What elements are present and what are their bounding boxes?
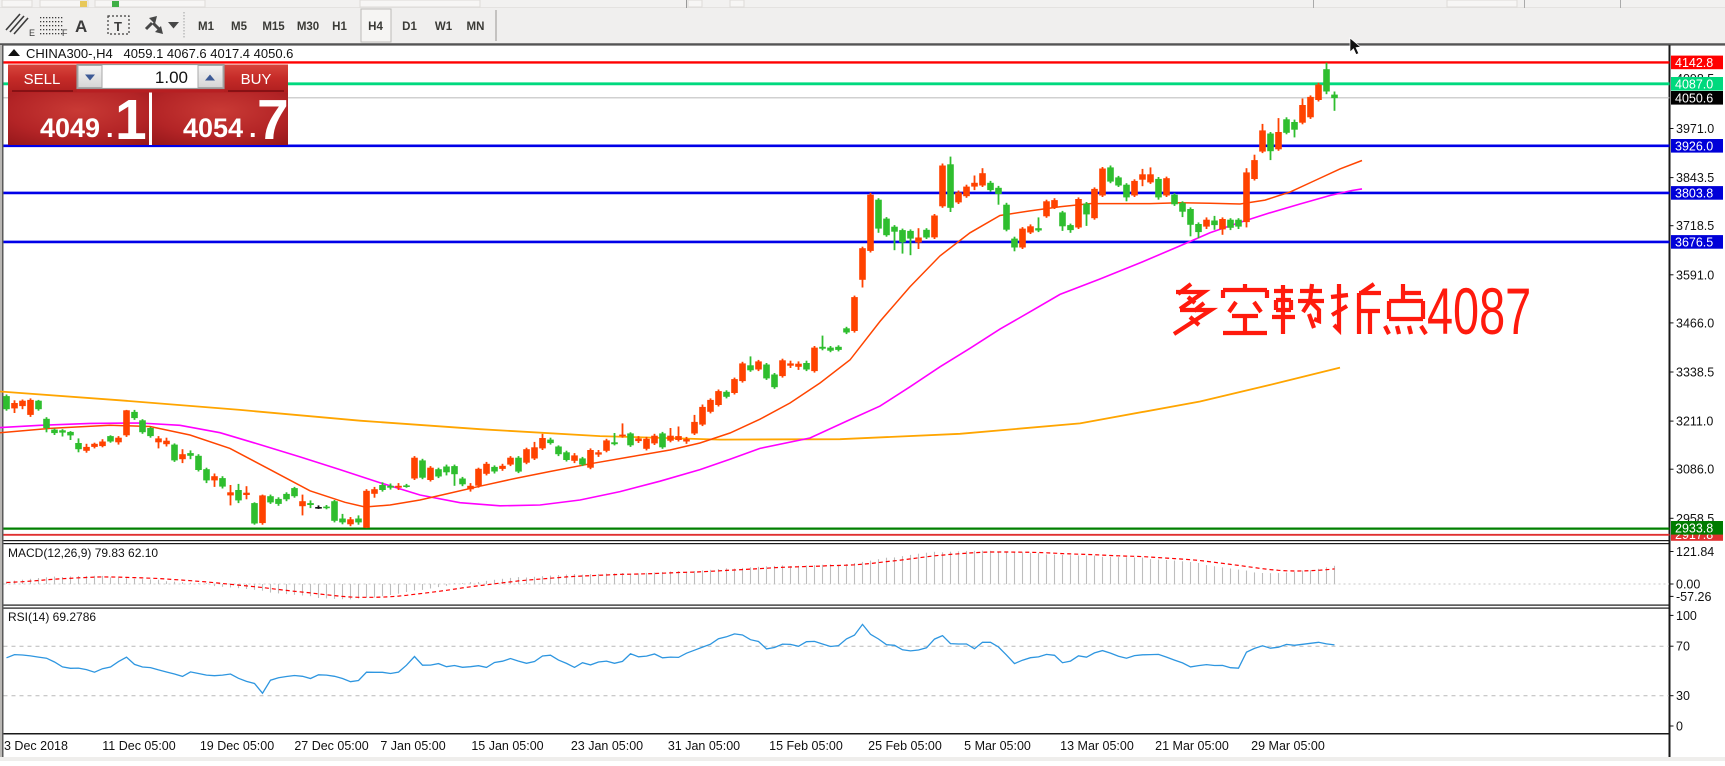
svg-text:T: T	[114, 19, 122, 34]
svg-text:3 Dec 2018: 3 Dec 2018	[4, 739, 68, 753]
svg-text:4142.8: 4142.8	[1675, 56, 1713, 70]
svg-text:5 Mar 05:00: 5 Mar 05:00	[964, 739, 1031, 753]
svg-text:RSI(14) 69.2786: RSI(14) 69.2786	[8, 610, 96, 624]
svg-text:CHINA300-,H4 4059.1 4067.6 4: CHINA300-,H4 4059.1 4067.6 4017.4 4050.6	[26, 46, 293, 61]
svg-text:MN: MN	[467, 21, 485, 33]
svg-text:0.00: 0.00	[1676, 578, 1700, 592]
svg-text:25 Feb 05:00: 25 Feb 05:00	[868, 739, 942, 753]
svg-text:F: F	[62, 28, 68, 38]
svg-text:H1: H1	[332, 21, 347, 33]
svg-text:-57.26: -57.26	[1676, 590, 1711, 604]
svg-text:BUY: BUY	[241, 71, 272, 88]
svg-text:0: 0	[1676, 720, 1683, 734]
svg-text:D1: D1	[402, 21, 417, 33]
svg-text:4087.0: 4087.0	[1675, 78, 1713, 92]
svg-text:11 Dec 05:00: 11 Dec 05:00	[102, 739, 175, 753]
svg-text:SELL: SELL	[24, 71, 61, 88]
svg-text:3466.0: 3466.0	[1676, 316, 1714, 330]
svg-text:4050.6: 4050.6	[1675, 92, 1713, 106]
svg-text:29 Mar 05:00: 29 Mar 05:00	[1251, 739, 1325, 753]
svg-text:23 Jan 05:00: 23 Jan 05:00	[571, 739, 643, 753]
svg-text:W1: W1	[435, 21, 453, 33]
svg-text:19 Dec 05:00: 19 Dec 05:00	[200, 739, 274, 753]
svg-text:3338.5: 3338.5	[1676, 366, 1714, 380]
svg-text:7: 7	[257, 88, 289, 152]
svg-text:4087: 4087	[1427, 275, 1531, 349]
svg-text:M15: M15	[262, 21, 285, 33]
svg-text:3803.8: 3803.8	[1675, 187, 1713, 201]
svg-text:3676.5: 3676.5	[1675, 236, 1713, 250]
svg-text:4049: 4049	[40, 113, 100, 143]
svg-text:M30: M30	[297, 21, 319, 33]
svg-text:13 Mar 05:00: 13 Mar 05:00	[1060, 739, 1134, 753]
svg-text:.: .	[249, 113, 257, 143]
svg-text:27 Dec 05:00: 27 Dec 05:00	[294, 739, 368, 753]
svg-text:1.00: 1.00	[155, 68, 188, 87]
svg-text:121.84: 121.84	[1676, 545, 1714, 559]
svg-text:.: .	[106, 113, 114, 143]
svg-text:A: A	[75, 17, 87, 36]
svg-text:100: 100	[1676, 609, 1697, 623]
svg-text:7 Jan 05:00: 7 Jan 05:00	[380, 739, 445, 753]
svg-text:15 Jan 05:00: 15 Jan 05:00	[471, 739, 543, 753]
svg-text:15 Feb 05:00: 15 Feb 05:00	[769, 739, 843, 753]
svg-text:M5: M5	[231, 21, 248, 33]
svg-text:31 Jan 05:00: 31 Jan 05:00	[668, 739, 740, 753]
svg-text:3843.5: 3843.5	[1676, 171, 1714, 185]
svg-text:H4: H4	[368, 21, 383, 33]
svg-text:30: 30	[1676, 689, 1690, 703]
svg-text:70: 70	[1676, 640, 1690, 654]
svg-text:3086.0: 3086.0	[1676, 463, 1714, 477]
svg-text:3718.5: 3718.5	[1676, 219, 1714, 233]
svg-text:3591.0: 3591.0	[1676, 268, 1714, 282]
svg-text:4054: 4054	[183, 113, 243, 143]
svg-text:3971.0: 3971.0	[1676, 122, 1714, 136]
svg-text:M1: M1	[198, 21, 215, 33]
svg-text:21 Mar 05:00: 21 Mar 05:00	[1155, 739, 1229, 753]
svg-text:2933.8: 2933.8	[1675, 522, 1713, 536]
svg-text:MACD(12,26,9) 79.83 62.10: MACD(12,26,9) 79.83 62.10	[8, 546, 158, 560]
svg-text:3211.0: 3211.0	[1676, 415, 1713, 429]
svg-text:1: 1	[115, 88, 147, 152]
svg-text:E: E	[29, 28, 35, 38]
svg-text:3926.0: 3926.0	[1675, 140, 1713, 154]
